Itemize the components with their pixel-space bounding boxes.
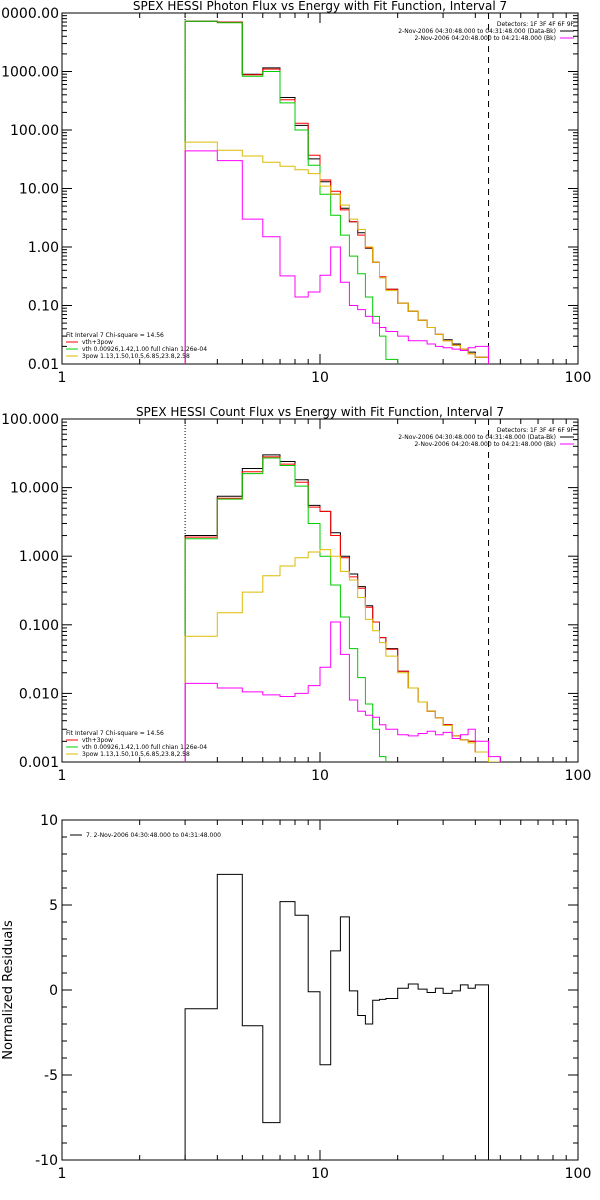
x-tick-label: 1 [58,1166,67,1182]
y-axis: 0.01 0.10 1.00 10.00 100.00 1000.00 10000.00 [0,6,578,373]
chart-title: SPEX HESSI Photon Flux vs Energy with Fi… [133,0,507,13]
series-5-line [184,150,489,364]
series-3-line [184,457,501,762]
series-2-line [184,20,489,364]
legend-entry: 7. 2-Nov-2006 04:30:48.000 to 04:31:48.0… [86,832,221,839]
plot-frame [61,418,579,763]
chart-1: SPEX HESSI Photon Flux vs Energy with Fi… [0,0,592,386]
series-group [184,20,489,364]
series-1-line [184,20,489,364]
x-tick-label: 1 [58,370,67,386]
y-axis-label: Normalized Residuals [1,920,16,1060]
y-tick-label: 1.000 [19,549,59,565]
chart-3: 1 10 100 10 5 0 -5 -10 Normalized Residuals 7. 2-… [1,813,591,1182]
legend-entry: vth 0.00926,1.42,1.00 full chian 1.26e-0… [82,744,207,751]
legend-entry: Fit Interval 7 Chi-square = 14.56 [66,730,164,737]
x-tick-label: 100 [565,1166,592,1182]
x-tick-label: 10 [311,768,329,784]
chart-title: SPEX HESSI Count Flux vs Energy with Fit… [136,405,504,419]
y-tick-label: 10.00 [19,182,59,198]
y-tick-label: 0 [49,983,58,999]
y-axis: 10 5 0 -5 -10 [35,813,578,1169]
y-tick-label: 1.00 [28,240,59,256]
legend-entry: vth+3pow [82,339,113,346]
series-5-line [184,621,501,762]
legend-entry: 3pow 1.13,1.50,10.5,6.85,23.8,2.58 [82,353,190,360]
series-1-line [184,873,489,1160]
y-tick-label: -5 [44,1068,58,1084]
y-axis: 0.001 0.010 0.100 1.000 10.000 100.000 [1,412,578,771]
legend-entry: 2-Nov-2006 04:30:48.000 to 04:31:48.000 … [398,434,556,441]
chart-2: SPEX HESSI Count Flux vs Energy with Fit… [1,405,592,784]
x-axis: 1 10 100 [58,419,592,784]
x-axis: 1 10 100 [58,13,592,386]
series-1-line [184,454,501,762]
y-tick-label: 10.000 [10,481,59,497]
x-axis: 1 10 100 [58,820,592,1182]
y-tick-label: 100.000 [1,412,59,428]
legend-entry: vth+3pow [82,737,113,744]
series-3-line [184,20,489,364]
x-tick-label: 10 [311,1166,329,1182]
x-tick-label: 1 [58,768,67,784]
x-tick-label: 10 [311,370,329,386]
x-tick-label: 100 [565,370,592,386]
legend-entry: 2-Nov-2006 04:30:48.000 to 04:31:48.000 … [398,28,556,35]
legend-entry: 2-Nov-2006 04:20:48.000 to 04:21:48.000 … [414,35,556,42]
legend-entry: vth 0.00926,1.42,1.00 full chian 1.26e-0… [82,346,207,353]
x-tick-label: 100 [565,768,592,784]
legend-entry: 2-Nov-2006 04:20:48.000 to 04:21:48.000 … [414,441,556,448]
legend-entry: Fit Interval 7 Chi-square = 14.56 [66,332,164,339]
y-tick-label: 10 [40,813,58,829]
y-tick-label: 0.010 [19,686,59,702]
y-tick-label: 0.100 [19,618,59,634]
y-tick-label: 100.00 [10,123,59,139]
series-4-line [184,141,489,364]
legend-entry: Detectors: 1F 3F 4F 6F 9F [497,21,575,28]
series-2-line [184,456,501,762]
y-tick-label: -10 [35,1153,58,1169]
legend-entry: Detectors: 1F 3F 4F 6F 9F [497,427,575,434]
series-group [184,873,489,1160]
legend-entry: 3pow 1.13,1.50,10.5,6.85,23.8,2.58 [82,751,190,758]
y-tick-label: 5 [49,898,58,914]
plot-frame [61,819,579,1161]
series-4-line [184,549,501,762]
series-group [184,454,501,762]
y-tick-label: 0.001 [19,755,59,771]
y-tick-label: 10000.00 [0,6,59,22]
y-tick-label: 0.10 [28,299,59,315]
y-tick-label: 1000.00 [1,65,59,81]
y-tick-label: 0.01 [28,357,59,373]
